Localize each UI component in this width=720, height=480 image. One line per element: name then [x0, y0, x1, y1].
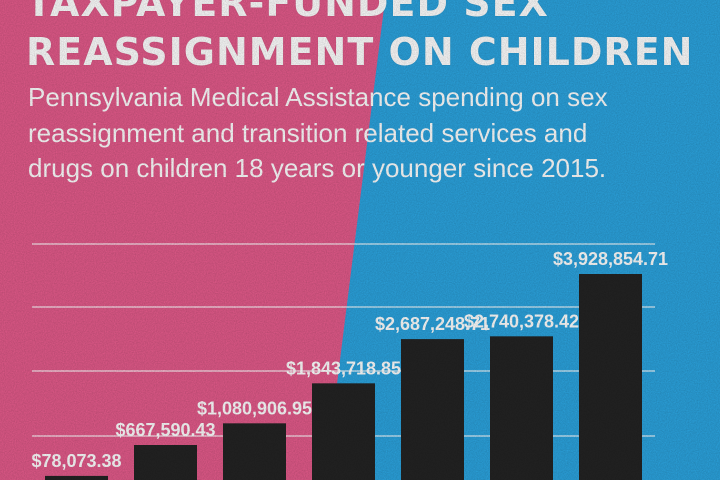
data-label: $1,843,718.85 [286, 358, 401, 378]
bar [223, 423, 286, 480]
bar [45, 475, 108, 480]
bar [401, 339, 464, 480]
bar [312, 383, 375, 480]
bar [579, 274, 642, 480]
data-label: $3,928,854.71 [553, 249, 668, 269]
bar [134, 444, 197, 480]
data-label: $1,080,906.95 [197, 398, 312, 418]
bar [490, 336, 553, 480]
data-label: $2,740,378.42 [464, 311, 579, 331]
data-label: $667,590.43 [115, 420, 215, 440]
data-label: $78,073.38 [31, 451, 121, 471]
